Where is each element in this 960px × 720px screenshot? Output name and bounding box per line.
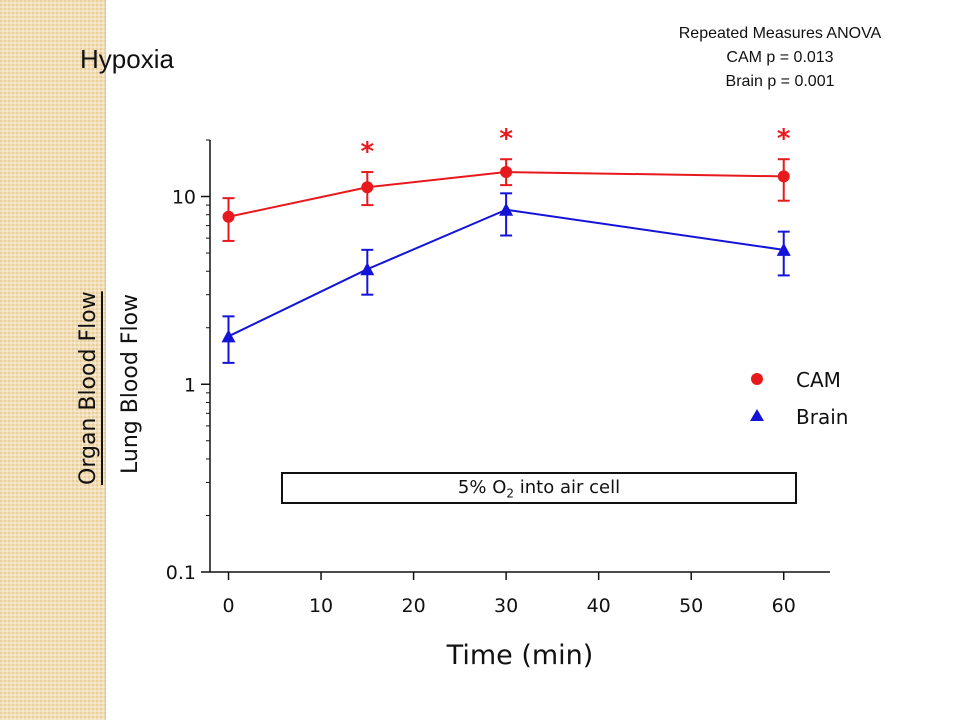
y-tick-label: 0.1 [166,562,196,584]
x-tick-label: 0 [222,595,234,617]
stats-line-brain: Brain p = 0.001 [725,73,835,90]
legend-label-brain: Brain [796,405,849,429]
data-point-cam [777,170,790,183]
significance-star: * [361,137,375,167]
x-tick-label: 30 [494,595,518,617]
series-line-cam [228,171,784,218]
y-axis-title-numerator: Organ Blood Flow [76,291,101,485]
data-point-cam [500,166,513,179]
x-tick-label: 50 [679,595,703,617]
data-point-brain [776,242,791,256]
y-tick-label: 10 [172,187,196,209]
condition-subscript: 2 [506,486,515,501]
x-tick-label: 20 [401,595,425,617]
significance-star: * [777,124,791,154]
data-point-cam [222,210,235,223]
stats-line-cam: CAM p = 0.013 [726,49,834,66]
decorative-side-strip [0,0,106,720]
y-tick-label: 1 [184,374,196,396]
data-point-brain [360,262,375,276]
x-tick-label: 10 [309,595,333,617]
legend-label-cam: CAM [796,368,841,392]
slide-title: Hypoxia [80,44,174,74]
condition-text-after: into air cell [514,477,621,498]
legend-marker-cam [751,373,763,385]
significance-star: * [499,124,513,154]
statistics-note: Repeated Measures ANOVA CAM p = 0.013 Br… [620,22,940,94]
data-point-cam [361,181,374,194]
x-tick-label: 60 [772,595,796,617]
y-axis-title-denominator: Lung Blood Flow [118,293,143,474]
legend-marker-brain [750,409,764,421]
data-point-brain [499,202,514,216]
condition-annotation-box: 5% O2 into air cell [281,472,797,504]
condition-text-before: 5% O [457,477,507,498]
x-tick-label: 40 [587,595,611,617]
data-point-brain [221,329,236,343]
stats-line-test: Repeated Measures ANOVA [678,25,882,42]
x-axis-title: Time (min) [446,640,594,671]
series-line-brain [228,208,784,338]
